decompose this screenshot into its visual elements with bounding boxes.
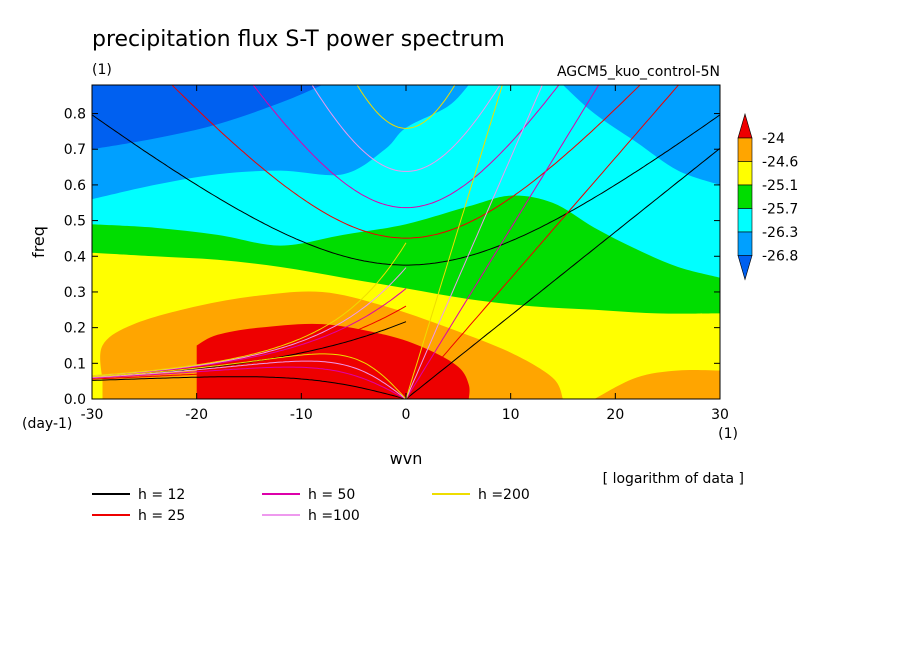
colorbar-label: -25.1 [762,178,798,194]
dispersion-curve-rossby-h200 [92,353,407,399]
colorbar-label: -25.7 [762,202,798,218]
dispersion-curve-ig-h50 [252,85,560,209]
chart-subtitle-left: (1) [92,62,112,78]
colorbar-swatch [737,208,753,233]
y-tick-label: 0.3 [64,285,86,301]
colorbar-swatch [737,231,753,256]
band-above-24 [196,323,470,399]
dispersion-curve-ig-h200 [356,85,456,129]
y-tick-label: 0.7 [64,142,86,158]
y-axis-label: freq [29,226,48,258]
dispersion-curve-kelvin-h200 [405,85,503,399]
dispersion-curve-ig-h100 [311,85,501,172]
y-tick-label: 0.4 [64,249,86,265]
dispersion-curve-kelvin-h25 [405,85,680,399]
x-axis: -30 -20 -10 0 10 20 30 [81,85,729,423]
dispersion-curve-ig-h12 [92,114,720,266]
dispersion-curve-rossby-h50 [92,366,407,399]
legend-label: h =200 [478,487,530,503]
dispersion-legend: h = 12 h = 25 h = 50 h =100 h =200 [92,487,530,524]
dispersion-curve-rossby-h12 [92,376,407,399]
x-tick-label: 30 [711,407,729,423]
x-tick-label: 20 [606,407,624,423]
colorbar-bottom-arrow [737,255,753,281]
data-note: [ logarithm of data ] [603,471,744,487]
colorbar-top-arrow [737,112,753,139]
chart-subtitle-right: AGCM5_kuo_control-5N [557,64,720,80]
band-26.8-26.3-east [563,85,720,185]
colorbar-swatch [737,137,753,162]
legend-label: h =100 [308,508,360,524]
legend-label: h = 12 [138,487,185,503]
legend-label: h = 25 [138,508,185,524]
colorbar-label: -26.8 [762,249,798,265]
colorbar-swatch [737,184,753,209]
dispersion-curve-kelvin-h12 [405,147,720,399]
dispersion-curve-kelvin-h100 [405,85,543,399]
dispersion-curve-layer [92,85,720,399]
y-tick-label: 0.0 [64,392,86,408]
x-axis-unit: (1) [718,426,738,442]
x-tick-label: 0 [402,407,411,423]
colorbar-label: -24 [762,131,785,147]
y-axis-unit: (day-1) [22,416,72,432]
y-tick-label: 0.1 [64,356,86,372]
chart-title: precipitation flux S-T power spectrum [92,27,505,52]
x-tick-label: 10 [502,407,520,423]
y-tick-label: 0.8 [64,107,86,123]
dispersion-curve-rossby-h100 [92,360,407,399]
x-tick-label: -30 [81,407,104,423]
y-tick-label: 0.6 [64,178,86,194]
colorbar: -24 -24.6 -25.1 -25.7 -26.3 -26.8 [737,112,798,281]
dispersion-curve-rossby-h25 [92,371,407,399]
dispersion-curve-mrg-h200 [92,242,407,377]
spectrum-fill-layer [92,85,720,399]
x-tick-label: -10 [290,407,313,423]
legend-label: h = 50 [308,487,355,503]
y-tick-label: 0.2 [64,321,86,337]
colorbar-label: -24.6 [762,155,798,171]
y-axis: 0.0 0.1 0.2 0.3 0.4 0.5 0.6 0.7 0.8 [64,107,720,408]
x-axis-label: wvn [390,449,423,468]
colorbar-swatch [737,161,753,186]
dispersion-curve-kelvin-h50 [405,85,600,399]
colorbar-label: -26.3 [762,225,798,241]
dispersion-curve-ig-h25 [171,85,641,239]
x-tick-label: -20 [185,407,208,423]
band-24.6-24-east [594,369,720,399]
y-tick-label: 0.5 [64,214,86,230]
